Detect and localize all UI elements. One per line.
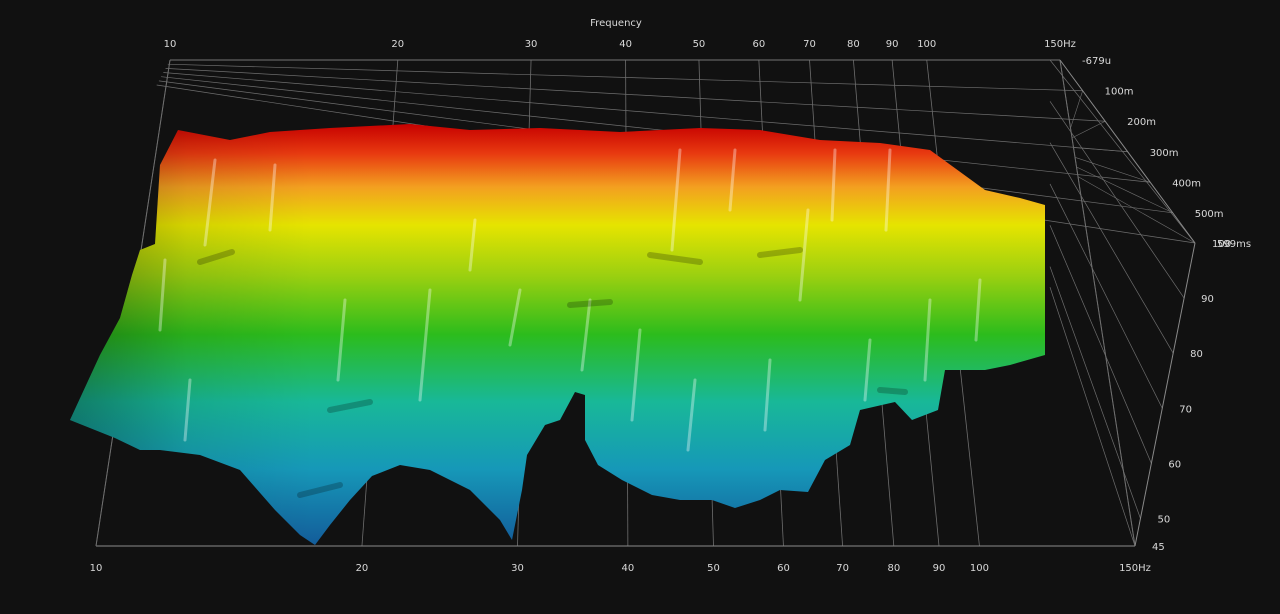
level-tick-100: 100 xyxy=(1212,239,1231,250)
level-tick-60: 60 xyxy=(1168,459,1181,470)
front-freq-tick-60: 60 xyxy=(777,563,790,574)
surface-highlight xyxy=(923,298,932,382)
level-gridline-45 xyxy=(1049,287,1136,547)
time-wall-line-599ms xyxy=(1077,176,1196,244)
time-wall-line-300m xyxy=(1073,147,1128,153)
time-axis-line xyxy=(1059,59,1196,244)
level-gridline-60 xyxy=(1049,225,1152,464)
time-wall-line-500m xyxy=(1076,166,1173,214)
time-gridline-100m xyxy=(167,63,1083,92)
label-layer: Frequency 10 20 30 40 50 60 70 80 90 100 150Hz 10 20 3… xyxy=(90,18,1251,574)
front-freq-tick-10: 10 xyxy=(90,563,103,574)
front-freq-tick-50: 50 xyxy=(707,563,720,574)
front-freq-tick-80: 80 xyxy=(887,563,900,574)
surface-valley xyxy=(757,247,803,258)
surface-highlight xyxy=(798,208,810,302)
time-wall-line-100m xyxy=(1070,90,1083,129)
back-freq-tick-50: 50 xyxy=(693,39,706,50)
surface-valley xyxy=(567,299,613,308)
back-freq-tick-10: 10 xyxy=(164,39,177,50)
back-freq-tick-70: 70 xyxy=(803,39,816,50)
surface-valley xyxy=(297,482,343,498)
front-freq-tick-20: 20 xyxy=(356,563,369,574)
surface-highlight xyxy=(863,338,872,402)
time-gridline-400m xyxy=(161,76,1151,183)
back-freq-tick-60: 60 xyxy=(752,39,765,50)
time-tick-100m: 100m xyxy=(1105,87,1134,98)
time-wall-line-200m xyxy=(1071,120,1106,139)
front-freq-tick-90: 90 xyxy=(933,563,946,574)
surface-highlight xyxy=(763,358,772,432)
surface-highlight xyxy=(580,298,592,372)
surface-layer xyxy=(70,124,1045,545)
surface-highlight xyxy=(670,148,682,252)
chart-title: Frequency xyxy=(590,18,642,29)
time-tick-400m: 400m xyxy=(1172,178,1201,189)
right-floor-edge xyxy=(1059,59,1136,547)
back-freq-tick-80: 80 xyxy=(847,39,860,50)
surface-valley xyxy=(327,399,373,413)
surface-shading xyxy=(70,124,1045,545)
time-tick-300m: 300m xyxy=(1150,148,1179,159)
level-tick-70: 70 xyxy=(1179,404,1192,415)
time-gridline-300m xyxy=(163,72,1128,153)
level-gridline-70 xyxy=(1049,183,1163,409)
back-freq-tick-150hz: 150Hz xyxy=(1044,39,1076,50)
time-wall-line-679u xyxy=(1059,59,1070,119)
surface-valley xyxy=(877,387,908,395)
back-freq-tick-30: 30 xyxy=(525,39,538,50)
level-gridline-50 xyxy=(1049,266,1141,519)
surface-valley xyxy=(197,249,235,265)
level-gridline-80 xyxy=(1049,142,1174,354)
time-tick-200m: 200m xyxy=(1127,117,1156,128)
level-tick-45: 45 xyxy=(1152,542,1165,553)
surface-highlight xyxy=(508,288,522,347)
front-freq-tick-150hz: 150Hz xyxy=(1119,563,1151,574)
time-wall-line-400m xyxy=(1074,157,1151,183)
level-gridline-100 xyxy=(1049,59,1196,244)
surface-highlight xyxy=(158,258,167,332)
surface-highlight xyxy=(630,328,642,422)
surface-valley xyxy=(647,252,703,265)
surface-highlight xyxy=(686,378,697,452)
back-freq-tick-90: 90 xyxy=(886,39,899,50)
front-freq-tick-30: 30 xyxy=(511,563,524,574)
surface-highlight xyxy=(336,298,347,382)
level-tick-90: 90 xyxy=(1201,294,1214,305)
front-freq-tick-70: 70 xyxy=(836,563,849,574)
front-freq-tick-100: 100 xyxy=(970,563,989,574)
level-gridline-90 xyxy=(1049,101,1185,299)
back-freq-tick-40: 40 xyxy=(619,39,632,50)
level-tick-80: 80 xyxy=(1190,349,1203,360)
surface-highlight xyxy=(468,218,477,272)
time-tick-500m: 500m xyxy=(1195,209,1224,220)
surface-highlight xyxy=(830,148,837,222)
surface-highlight xyxy=(418,288,432,402)
surface-highlight xyxy=(183,378,192,442)
surface-highlight xyxy=(268,163,277,232)
level-tick-50: 50 xyxy=(1157,514,1170,525)
surface-highlight xyxy=(203,158,217,247)
level-axis-line xyxy=(1134,242,1196,547)
time-tick-679u: -679u xyxy=(1082,56,1111,67)
front-freq-tick-40: 40 xyxy=(622,563,635,574)
time-tick-599ms: 599ms xyxy=(1217,239,1251,250)
back-freq-tick-20: 20 xyxy=(391,39,404,50)
surface-highlight xyxy=(974,278,982,342)
time-gridline-200m xyxy=(165,68,1106,122)
surface-highlight xyxy=(728,148,737,212)
back-freq-tick-100: 100 xyxy=(917,39,936,50)
surface-highlight xyxy=(884,148,892,232)
